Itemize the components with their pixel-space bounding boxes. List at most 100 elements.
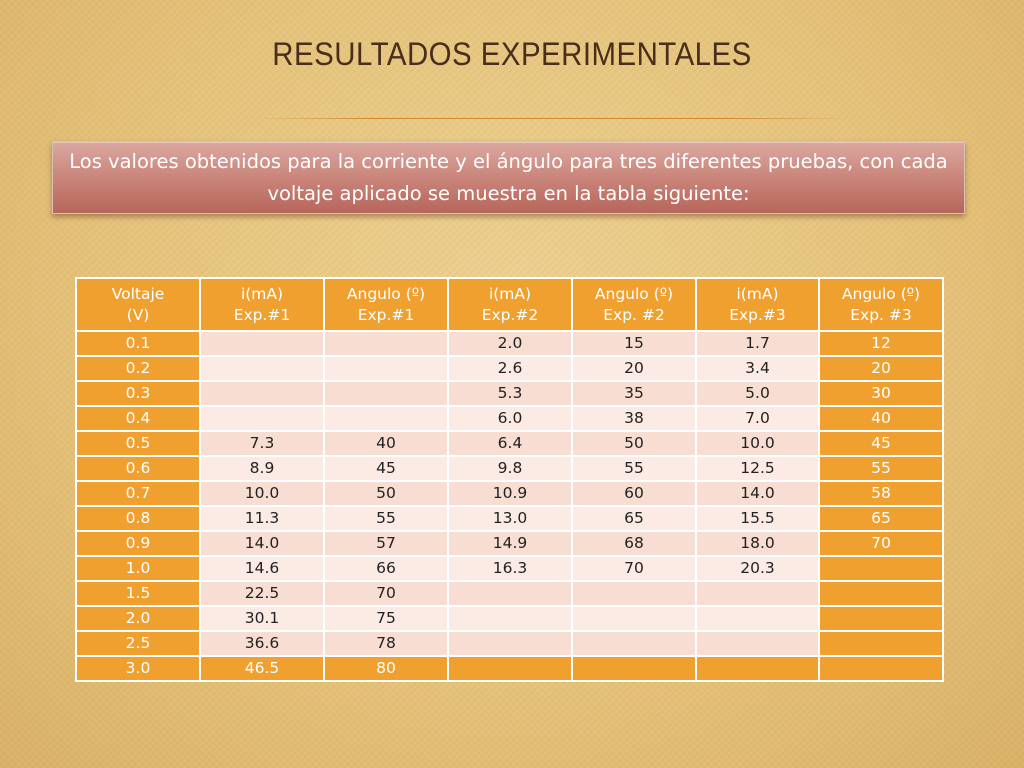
table-row: 0.4 6.0 38 7.0 40 bbox=[75, 405, 944, 432]
table-cell bbox=[818, 605, 944, 632]
table-cell: 55 bbox=[323, 505, 449, 532]
table-cell: 2.0 bbox=[447, 330, 573, 357]
table-cell: 46.5 bbox=[199, 655, 325, 682]
table-row: 0.9 14.0 57 14.9 68 18.0 70 bbox=[75, 530, 944, 557]
column-header-label: Angulo (º) bbox=[594, 284, 674, 303]
column-header: i(mA) Exp.#2 bbox=[447, 277, 573, 332]
column-header: Voltaje (V) bbox=[75, 277, 201, 332]
table-cell bbox=[695, 655, 820, 682]
table-row: 2.5 36.6 78 bbox=[75, 630, 944, 657]
table-cell: 2.5 bbox=[75, 630, 201, 657]
table-cell: 58 bbox=[818, 480, 944, 507]
table-cell: 0.7 bbox=[75, 480, 201, 507]
table-cell bbox=[447, 605, 573, 632]
table-header-row: Voltaje (V) i(mA) Exp.#1 Angulo (º) Exp.#1 i(m… bbox=[75, 277, 944, 332]
table-cell: 68 bbox=[571, 530, 697, 557]
table-cell: 10.9 bbox=[447, 480, 573, 507]
table-cell: 14.9 bbox=[447, 530, 573, 557]
table-cell: 16.3 bbox=[447, 555, 573, 582]
table-cell: 45 bbox=[818, 430, 944, 457]
table-cell: 2.0 bbox=[75, 605, 201, 632]
table-cell: 20 bbox=[571, 355, 697, 382]
table-cell: 15 bbox=[571, 330, 697, 357]
table-cell bbox=[199, 380, 325, 407]
table-cell: 6.4 bbox=[447, 430, 573, 457]
table-cell: 0.1 bbox=[75, 330, 201, 357]
intro-callout: Los valores obtenidos para la corriente … bbox=[52, 141, 965, 214]
column-header-sublabel: Exp.#3 bbox=[729, 305, 786, 324]
table-cell: 1.5 bbox=[75, 580, 201, 607]
table-cell bbox=[818, 555, 944, 582]
table-row: 3.0 46.5 80 bbox=[75, 655, 944, 682]
results-table-container: Voltaje (V) i(mA) Exp.#1 Angulo (º) Exp.#1 i(m… bbox=[75, 277, 944, 682]
table-row: 0.2 2.6 20 3.4 20 bbox=[75, 355, 944, 382]
table-cell bbox=[571, 655, 697, 682]
table-cell bbox=[571, 580, 697, 607]
table-cell: 14.0 bbox=[695, 480, 820, 507]
table-cell: 12 bbox=[818, 330, 944, 357]
table-cell bbox=[571, 630, 697, 657]
table-cell bbox=[199, 355, 325, 382]
table-cell bbox=[323, 355, 449, 382]
column-header-label: i(mA) bbox=[240, 284, 284, 303]
table-cell: 78 bbox=[323, 630, 449, 657]
table-cell bbox=[199, 405, 325, 432]
title-divider bbox=[250, 118, 850, 119]
table-cell: 40 bbox=[818, 405, 944, 432]
table-cell: 5.3 bbox=[447, 380, 573, 407]
table-cell: 0.5 bbox=[75, 430, 201, 457]
table-cell: 10.0 bbox=[199, 480, 325, 507]
column-header-sublabel: Exp. #2 bbox=[603, 305, 665, 324]
table-cell: 15.5 bbox=[695, 505, 820, 532]
table-cell: 60 bbox=[571, 480, 697, 507]
table-cell: 38 bbox=[571, 405, 697, 432]
table-body: 0.1 2.0 15 1.7 12 0.2 2.6 20 3.4 20 0.3 5.3 35 5.0 30 0… bbox=[75, 330, 944, 682]
table-cell: 9.8 bbox=[447, 455, 573, 482]
column-header-sublabel: Exp.#2 bbox=[481, 305, 539, 324]
column-header: Angulo (º) Exp. #3 bbox=[818, 277, 944, 332]
table-cell bbox=[695, 630, 820, 657]
table-cell: 22.5 bbox=[199, 580, 325, 607]
table-cell: 14.0 bbox=[199, 530, 325, 557]
table-cell: 66 bbox=[323, 555, 449, 582]
column-header: Angulo (º) Exp.#1 bbox=[323, 277, 449, 332]
column-header-label: Voltaje bbox=[111, 284, 165, 303]
table-cell: 30.1 bbox=[199, 605, 325, 632]
column-header: i(mA) Exp.#1 bbox=[199, 277, 325, 332]
table-cell: 30 bbox=[818, 380, 944, 407]
table-cell: 7.0 bbox=[695, 405, 820, 432]
table-cell: 55 bbox=[818, 455, 944, 482]
table-cell bbox=[447, 655, 573, 682]
table-cell bbox=[818, 630, 944, 657]
column-header-sublabel: Exp. #3 bbox=[850, 305, 912, 324]
table-cell: 0.6 bbox=[75, 455, 201, 482]
table-cell: 18.0 bbox=[695, 530, 820, 557]
table-cell: 55 bbox=[571, 455, 697, 482]
table-cell: 14.6 bbox=[199, 555, 325, 582]
table-cell: 0.9 bbox=[75, 530, 201, 557]
table-cell: 40 bbox=[323, 430, 449, 457]
column-header-label: i(mA) bbox=[736, 284, 779, 303]
column-header: Angulo (º) Exp. #2 bbox=[571, 277, 697, 332]
table-cell: 0.4 bbox=[75, 405, 201, 432]
table-cell: 0.2 bbox=[75, 355, 201, 382]
table-row: 0.8 11.3 55 13.0 65 15.5 65 bbox=[75, 505, 944, 532]
table-row: 0.5 7.3 40 6.4 50 10.0 45 bbox=[75, 430, 944, 457]
results-table: Voltaje (V) i(mA) Exp.#1 Angulo (º) Exp.#1 i(m… bbox=[75, 277, 944, 682]
column-header-label: Angulo (º) bbox=[346, 284, 426, 303]
table-cell: 3.0 bbox=[75, 655, 201, 682]
table-cell: 75 bbox=[323, 605, 449, 632]
table-cell: 12.5 bbox=[695, 455, 820, 482]
table-cell: 57 bbox=[323, 530, 449, 557]
table-cell: 0.8 bbox=[75, 505, 201, 532]
table-row: 1.0 14.6 66 16.3 70 20.3 bbox=[75, 555, 944, 582]
table-cell: 2.6 bbox=[447, 355, 573, 382]
table-cell: 65 bbox=[571, 505, 697, 532]
table-cell: 1.0 bbox=[75, 555, 201, 582]
table-cell bbox=[695, 605, 820, 632]
column-header-sublabel: Exp.#1 bbox=[233, 305, 291, 324]
table-cell bbox=[199, 330, 325, 357]
table-cell: 20 bbox=[818, 355, 944, 382]
table-cell: 70 bbox=[571, 555, 697, 582]
slide-title: RESULTADOS EXPERIMENTALES bbox=[272, 36, 752, 72]
